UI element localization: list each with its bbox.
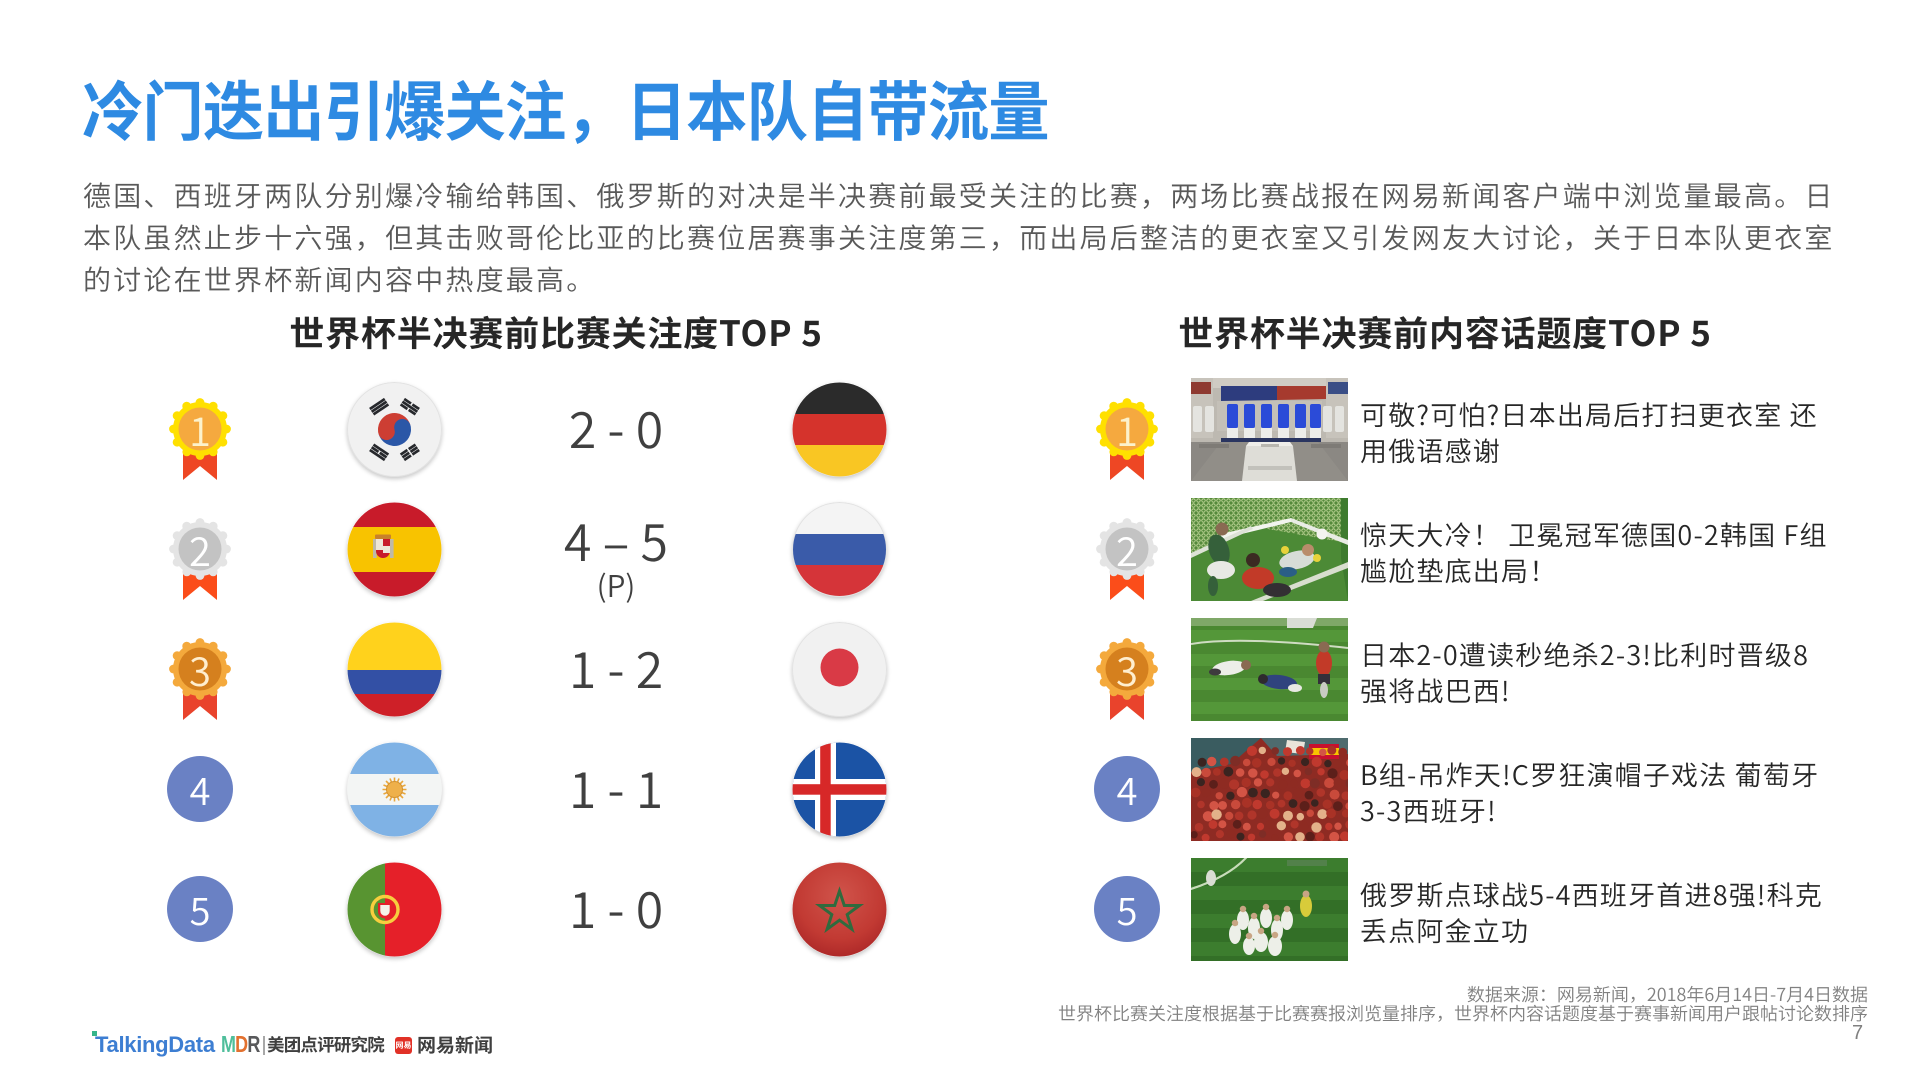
rank-2-medal-icon: 2 bbox=[1089, 509, 1165, 621]
flag-russia-icon bbox=[792, 501, 887, 597]
news-photo-spain-fans-crowd bbox=[1191, 737, 1348, 841]
talkingdata-logo: TalkingData bbox=[92, 1031, 215, 1057]
rank-number: 1 bbox=[1116, 400, 1138, 458]
rank-number: 5 bbox=[189, 881, 211, 936]
news-photo-japan-locker-room bbox=[1191, 377, 1348, 481]
rank-5-circle-icon: 5 bbox=[167, 876, 233, 942]
news-photo-germany-korea-goal bbox=[1191, 497, 1348, 601]
rank-4-circle-icon: 4 bbox=[167, 756, 233, 822]
news-photo-japan-belgium-match bbox=[1191, 617, 1348, 721]
talkingdata-dot-icon bbox=[92, 1031, 97, 1036]
news-headline: 惊天大冷！ 卫冕冠军德国0-2韩国 F组 尴尬垫底出局！ bbox=[1360, 516, 1905, 588]
rank-number: 1 bbox=[189, 400, 211, 458]
paragraph-line: 的讨论在世界杯新闻内容中热度最高。 bbox=[83, 259, 597, 299]
headline-line: 强将战巴西! bbox=[1360, 670, 1511, 709]
match-score: 4 – 5 bbox=[564, 504, 668, 576]
flag-morocco-icon bbox=[792, 862, 887, 957]
logo-divider bbox=[263, 1036, 265, 1055]
headline-line: 惊天大冷！ 卫冕冠军德国0-2韩国 F组 bbox=[1360, 514, 1828, 553]
rank-3-medal-icon: 3 bbox=[162, 629, 238, 741]
flag-germany-icon bbox=[792, 382, 887, 477]
data-source-line2: 世界杯比赛关注度根据基于比赛赛报浏览量排序，世界杯内容话题度基于赛事新闻用户跟帖… bbox=[1058, 999, 1868, 1026]
headline-line: B组-吊炸天!C罗狂演帽子戏法 葡萄牙 bbox=[1360, 754, 1820, 793]
rank-2-medal-icon: 2 bbox=[162, 509, 238, 621]
flag-south-korea-icon bbox=[347, 381, 442, 477]
paragraph-line: 本队虽然止步十六强，但其击败哥伦比亚的比赛位居赛事关注度第三，而出局后整洁的更衣… bbox=[83, 217, 1835, 257]
talkingdata-logo-text: TalkingData bbox=[95, 1032, 215, 1057]
rank-1-medal-icon: 1 bbox=[1089, 389, 1165, 501]
page-title: 冷门迭出引爆关注，日本队自带流量 bbox=[82, 60, 1050, 154]
headline-line: 可敬?可怕?日本出局后打扫更衣室 还 bbox=[1360, 394, 1818, 433]
meituan-dianping-logo-text: 美团点评研究院 bbox=[267, 1032, 385, 1057]
paragraph-line: 德国、西班牙两队分别爆冷输给韩国、俄罗斯的对决是半决赛前最受关注的比赛，两场比赛… bbox=[83, 175, 1835, 215]
flag-iceland-icon bbox=[792, 742, 887, 837]
footer-logos: TalkingData MDR 美团点评研究院 网易 网易新闻 bbox=[88, 1030, 608, 1060]
netease-app-icon: 网易 bbox=[395, 1037, 412, 1054]
penalty-note: (P) bbox=[596, 562, 636, 606]
flag-japan-icon bbox=[792, 621, 887, 717]
headline-line: 俄罗斯点球战5-4西班牙首进8强!科克 bbox=[1360, 874, 1824, 913]
news-headline: B组-吊炸天!C罗狂演帽子戏法 葡萄牙 3-3西班牙! bbox=[1360, 756, 1905, 828]
news-photo-russia-penalty-celebration bbox=[1191, 857, 1348, 961]
rank-number: 5 bbox=[1116, 881, 1138, 936]
headline-line: 日本2-0遭读秒绝杀2-3!比利时晋级8 bbox=[1360, 634, 1810, 673]
data-source-line1: 数据来源：网易新闻，2018年6月14日-7月4日数据 bbox=[1466, 981, 1868, 1007]
match-score: 1 - 1 bbox=[568, 751, 664, 823]
intro-paragraph: 德国、西班牙两队分别爆冷输给韩国、俄罗斯的对决是半决赛前最受关注的比赛，两场比赛… bbox=[83, 174, 1835, 300]
flag-argentina-icon bbox=[347, 742, 442, 837]
flag-spain-icon bbox=[347, 502, 442, 597]
headline-line: 用俄语感谢 bbox=[1360, 430, 1501, 469]
rank-number: 3 bbox=[189, 640, 211, 698]
headline-line: 尴尬垫底出局！ bbox=[1360, 550, 1558, 589]
rank-4-circle-icon: 4 bbox=[1094, 756, 1160, 822]
news-headline: 俄罗斯点球战5-4西班牙首进8强!科克 丢点阿金立功 bbox=[1360, 876, 1905, 948]
mdr-logo: MDR bbox=[221, 1031, 260, 1057]
match-score: 1 - 2 bbox=[568, 631, 664, 703]
match-score: 2 - 0 bbox=[568, 391, 664, 463]
right-panel-header: 世界杯半决赛前内容话题度TOP 5 bbox=[1178, 306, 1712, 357]
rank-number: 2 bbox=[189, 520, 211, 578]
page-number: 7 bbox=[1852, 1022, 1864, 1044]
left-panel-header: 世界杯半决赛前比赛关注度TOP 5 bbox=[289, 306, 823, 357]
rank-5-circle-icon: 5 bbox=[1094, 876, 1160, 942]
netease-news-logo-text: 网易新闻 bbox=[417, 1031, 494, 1058]
rank-number: 3 bbox=[1116, 640, 1138, 698]
news-headline: 可敬?可怕?日本出局后打扫更衣室 还用俄语感谢 bbox=[1360, 396, 1905, 468]
rank-3-medal-icon: 3 bbox=[1089, 629, 1165, 741]
headline-line: 3-3西班牙! bbox=[1360, 790, 1497, 829]
netease-icon-text: 网易 bbox=[395, 1040, 412, 1051]
rank-number: 4 bbox=[189, 761, 211, 816]
rank-number: 4 bbox=[1116, 761, 1138, 816]
rank-1-medal-icon: 1 bbox=[162, 389, 238, 501]
rank-number: 2 bbox=[1116, 520, 1138, 578]
match-score: 1 - 0 bbox=[568, 871, 664, 943]
flag-portugal-icon bbox=[347, 862, 442, 957]
news-headline: 日本2-0遭读秒绝杀2-3!比利时晋级8 强将战巴西! bbox=[1360, 636, 1905, 708]
flag-colombia-icon bbox=[347, 622, 442, 717]
headline-line: 丢点阿金立功 bbox=[1360, 910, 1530, 949]
